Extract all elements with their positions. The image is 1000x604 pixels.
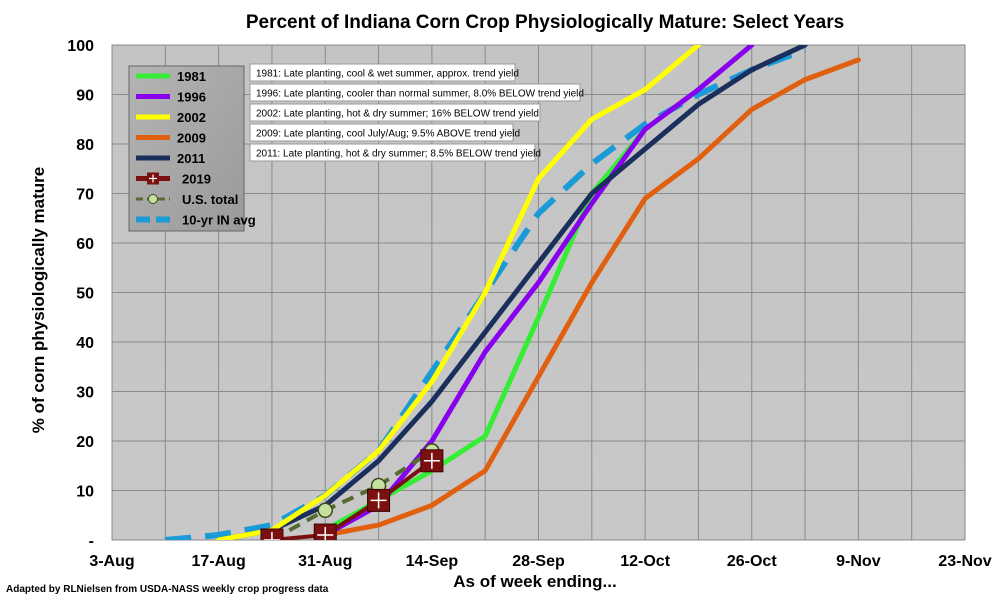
series-line-2019: [269, 458, 434, 540]
y-tick-label: 40: [76, 335, 94, 352]
annotation-text: 2002: Late planting, hot & dry summer; 1…: [256, 109, 539, 120]
y-tick-label: 70: [76, 187, 94, 204]
annotation-note: 2011: Late planting, hot & dry summer; 8…: [249, 143, 541, 162]
x-tick-label: 17-Aug: [192, 553, 246, 570]
annotation-note: 2009: Late planting, cool July/Aug; 9.5%…: [249, 123, 520, 142]
marker-point-2019: [420, 449, 444, 473]
y-tick-label: 100: [67, 38, 94, 55]
legend-item-2011: 2011: [136, 151, 205, 166]
annotation-text: 2011: Late planting, hot & dry summer; 8…: [256, 149, 541, 160]
y-tick-label: 80: [76, 137, 94, 154]
y-tick-label: 60: [76, 236, 94, 253]
legend-label: 1996: [177, 90, 206, 105]
chart-title: Percent of Indiana Corn Crop Physiologic…: [246, 12, 844, 33]
series-line-2009: [322, 57, 861, 538]
legend-item-u-s-total: U.S. total: [136, 192, 238, 207]
legend-item-1996: 1996: [136, 90, 206, 105]
annotation-text: 2009: Late planting, cool July/Aug; 9.5%…: [256, 129, 520, 140]
series-line-u-s-total: [270, 449, 433, 540]
annotation-box: [249, 143, 536, 162]
x-axis-label: As of week ending...: [453, 572, 616, 591]
series-line-2002: [216, 45, 701, 540]
x-tick-label: 3-Aug: [89, 553, 134, 570]
x-tick-label: 31-Aug: [298, 553, 352, 570]
legend: 1981 1996 2002 2009 2011 2019 U.S. total 10-yr …: [128, 65, 256, 232]
y-tick-label: 50: [76, 286, 94, 303]
legend-label: 2009: [177, 131, 206, 146]
series-layer: [165, 45, 861, 540]
y-tick-label: 10: [76, 484, 94, 501]
legend-label: 10-yr IN avg: [182, 213, 256, 228]
y-axis-label: % of corn physiologically mature: [29, 167, 48, 433]
legend-marker: [148, 194, 158, 204]
y-axis-ticks: - 10 20 30 40 50 60 70 80 90 100: [67, 38, 94, 550]
series-line-1996: [322, 45, 755, 538]
x-tick-label: 12-Oct: [620, 553, 670, 570]
legend-label: 2002: [177, 110, 206, 125]
legend-label: U.S. total: [182, 192, 238, 207]
annotation-note: 1981: Late planting, cool & wet summer, …: [249, 63, 519, 82]
legend-label: 1981: [177, 69, 206, 84]
y-tick-label: 30: [76, 385, 94, 402]
marker-point-2019: [260, 528, 284, 540]
annotation-box: [249, 83, 581, 102]
legend-item-2009: 2009: [136, 131, 206, 146]
legend-item-2002: 2002: [136, 110, 206, 125]
marker-point-2019: [367, 488, 391, 512]
legend-item-2019: 2019: [136, 172, 211, 187]
legend-items: 1981 1996 2002 2009 2011 2019 U.S. total 10-yr …: [136, 69, 256, 228]
marker-point-u-s-total: [317, 502, 333, 519]
annotation-notes: 1981: Late planting, cool & wet summer, …: [249, 63, 584, 162]
annotation-note: 1996: Late planting, cooler than normal …: [249, 83, 584, 102]
x-tick-label: 23-Nov: [938, 553, 991, 570]
x-tick-label: 9-Nov: [836, 553, 881, 570]
legend-label: 2019: [182, 172, 211, 187]
y-tick-label: 20: [76, 434, 94, 451]
series-line-2011: [216, 45, 808, 540]
annotation-note: 2002: Late planting, hot & dry summer; 1…: [249, 103, 541, 122]
annotation-box: [249, 63, 516, 82]
x-tick-label: 14-Sep: [406, 553, 459, 570]
legend-item-1981: 1981: [136, 69, 206, 84]
annotation-text: 1981: Late planting, cool & wet summer, …: [256, 69, 519, 80]
annotation-box: [249, 123, 514, 142]
legend-item-10-yr-in-avg: 10-yr IN avg: [136, 213, 256, 228]
y-tick-label: -: [89, 533, 94, 550]
legend-box: [128, 65, 245, 232]
annotation-text: 1996: Late planting, cooler than normal …: [256, 89, 584, 100]
marker-point-2019: [313, 523, 337, 540]
y-tick-label: 90: [76, 88, 94, 105]
legend-label: 2011: [177, 151, 205, 166]
x-axis-ticks: 3-Aug 17-Aug 31-Aug 14-Sep 28-Sep 12-Oct 26-Oc…: [89, 553, 991, 570]
annotation-box: [249, 103, 541, 122]
x-tick-label: 28-Sep: [512, 553, 565, 570]
source-note: Adapted by RLNielsen from USDA-NASS week…: [6, 584, 329, 595]
series-line-10-yr-in-avg: [165, 47, 807, 540]
x-tick-label: 26-Oct: [727, 553, 777, 570]
